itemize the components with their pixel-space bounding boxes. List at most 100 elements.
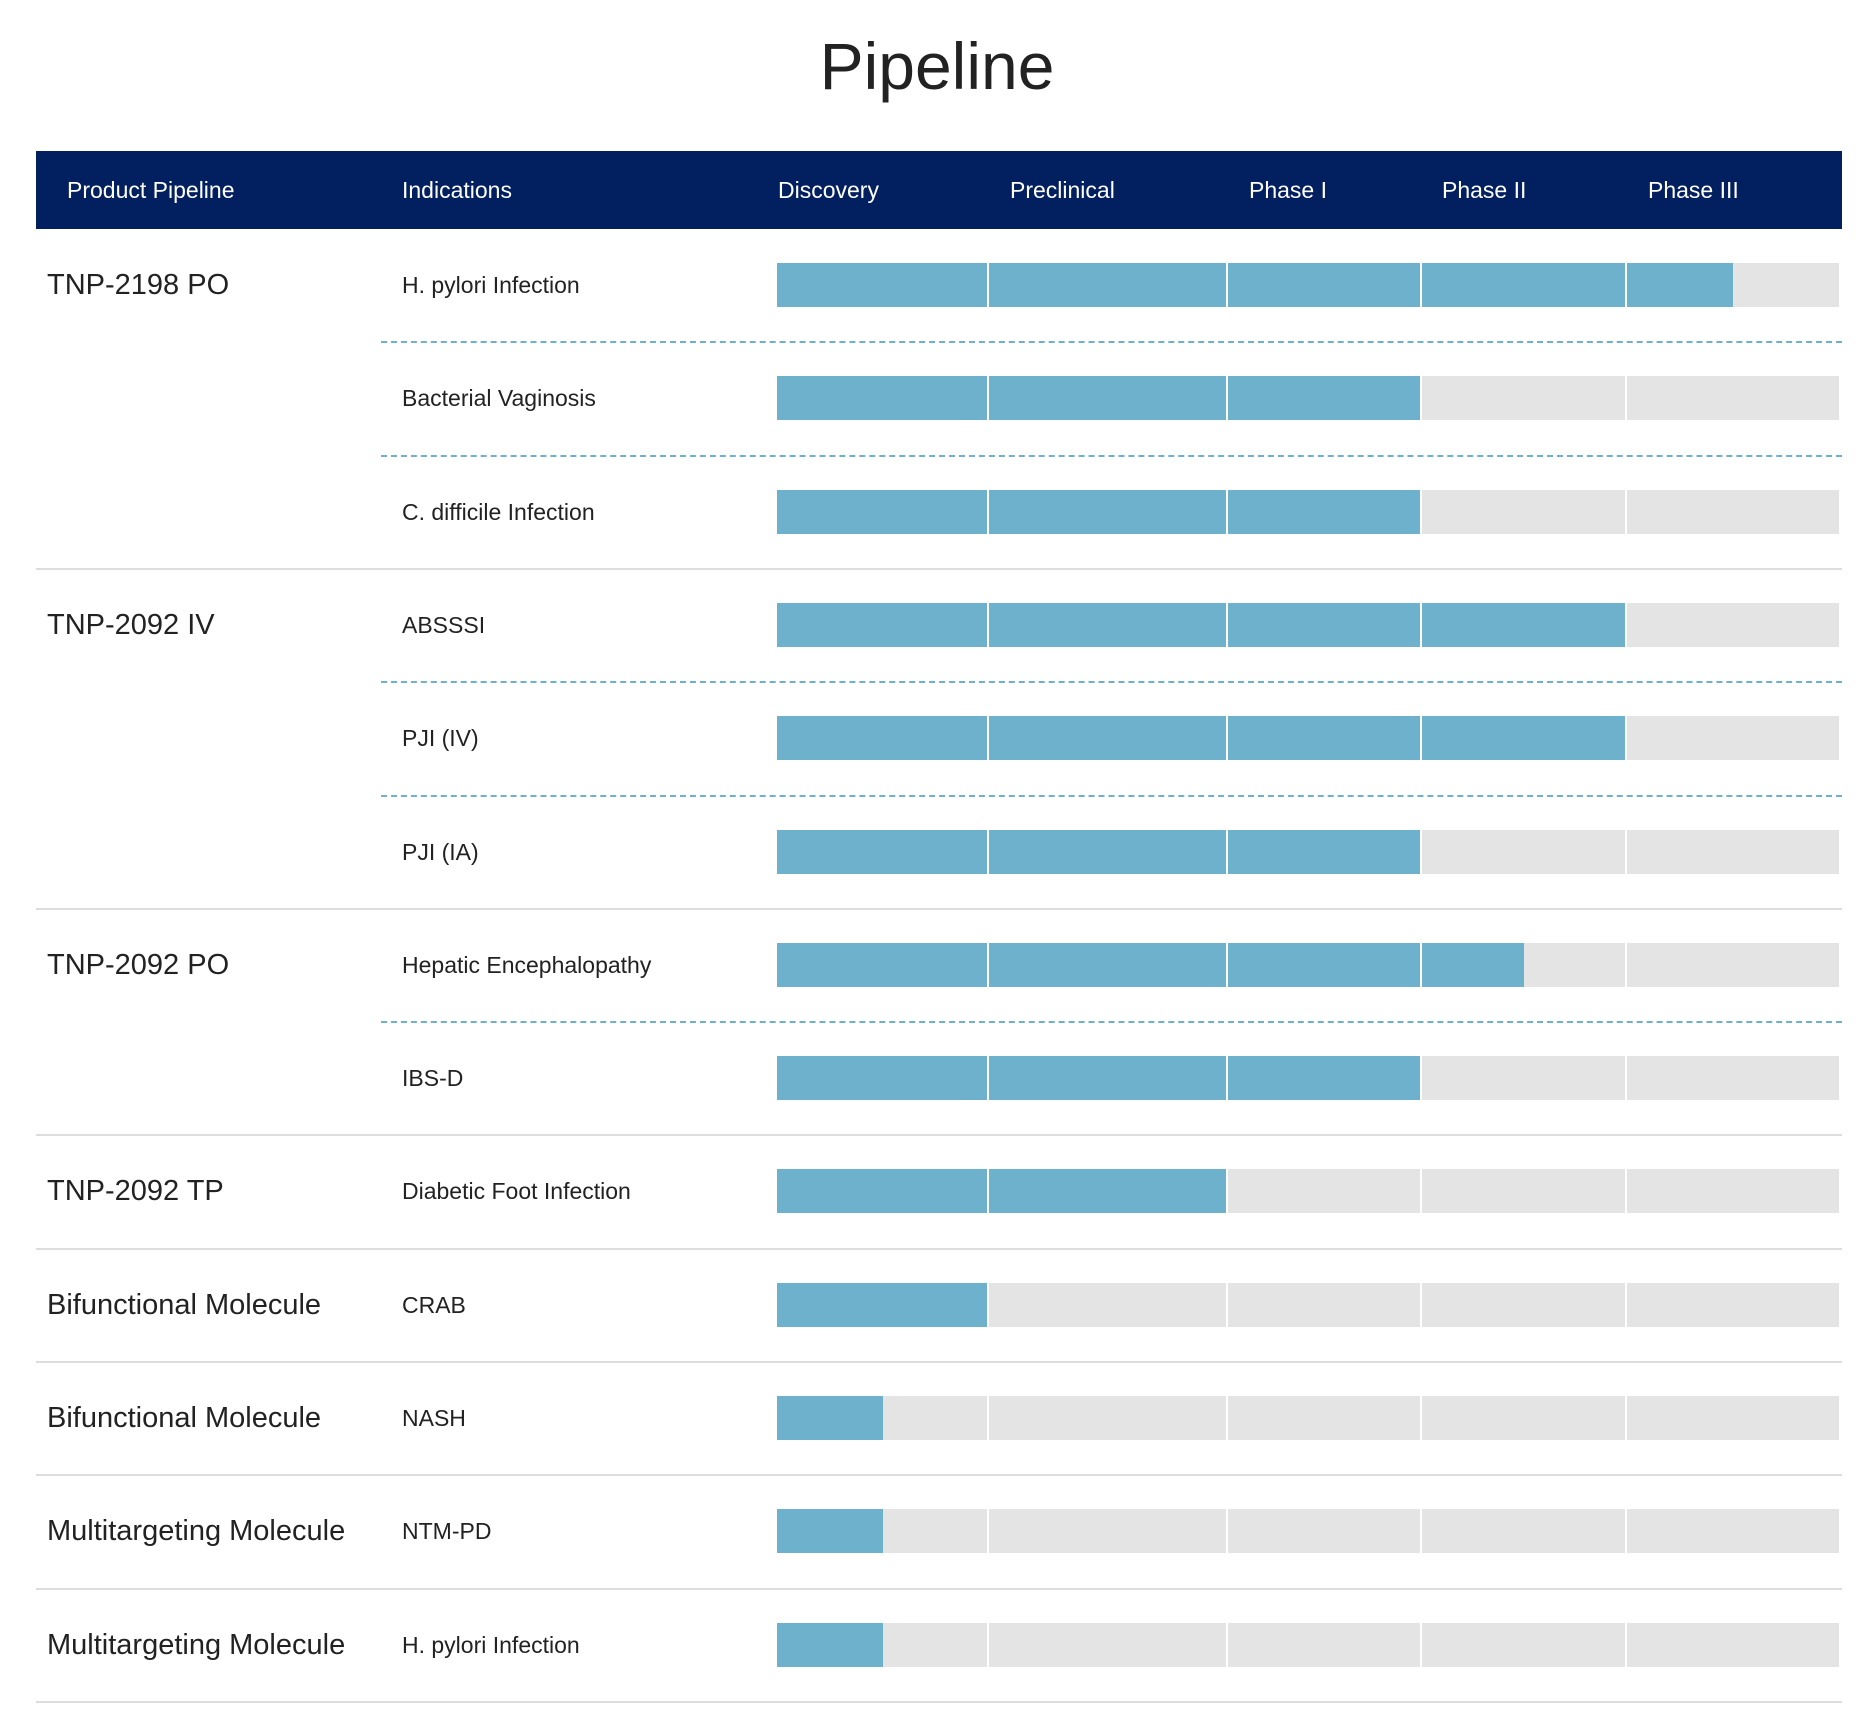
stage-divider (1625, 1622, 1627, 1667)
group-separator (36, 1700, 1842, 1703)
stage-divider (987, 1396, 989, 1440)
progress-bar (777, 376, 1421, 421)
progress-track (777, 829, 1839, 874)
stage-divider (1420, 263, 1422, 307)
stage-divider (1420, 489, 1422, 534)
stage-divider (1226, 829, 1228, 874)
header-stage-phase-1: Phase I (1249, 177, 1327, 203)
stage-divider (987, 1169, 989, 1214)
stage-divider (1625, 489, 1627, 534)
stage-divider (987, 829, 989, 874)
progress-bar (777, 829, 1421, 874)
progress-track (777, 263, 1839, 307)
stage-divider (1625, 1056, 1627, 1101)
product-name: Multitargeting Molecule (47, 1515, 346, 1548)
indication-label: IBS-D (402, 1065, 464, 1092)
stage-divider (1226, 489, 1228, 534)
stage-divider (987, 716, 989, 761)
indication-label: PJI (IV) (402, 725, 479, 752)
stage-divider (1420, 1509, 1422, 1554)
indication-label: NTM-PD (402, 1518, 492, 1545)
stage-divider (1625, 1396, 1627, 1440)
progress-bar (777, 1169, 1227, 1214)
stage-divider (1625, 1509, 1627, 1554)
product-name: TNP-2198 PO (47, 269, 230, 301)
stage-divider (1420, 829, 1422, 874)
stage-divider (1226, 376, 1228, 421)
header-stage-preclinical: Preclinical (1010, 177, 1115, 203)
stage-divider (1226, 942, 1228, 987)
progress-track (777, 489, 1839, 534)
table-header: Product Pipeline Indications Discovery P… (36, 151, 1842, 229)
stage-divider (1420, 602, 1422, 647)
stage-divider (987, 942, 989, 987)
stage-divider (1625, 376, 1627, 421)
indication-label: Diabetic Foot Infection (402, 1178, 631, 1205)
stage-divider (987, 376, 989, 421)
row-separator (381, 454, 1842, 457)
stage-divider (1420, 716, 1422, 761)
progress-bar (777, 1396, 883, 1440)
stage-divider (1420, 376, 1422, 421)
stage-divider (1625, 942, 1627, 987)
progress-track (777, 1622, 1839, 1667)
stage-divider (1420, 1169, 1422, 1214)
progress-bar (777, 716, 1626, 761)
stage-divider (1226, 602, 1228, 647)
group-separator (36, 1134, 1842, 1137)
indication-label: PJI (IA) (402, 838, 479, 865)
stage-divider (1226, 1396, 1228, 1440)
header-indications: Indications (402, 177, 512, 203)
progress-track (777, 1396, 1839, 1440)
stage-divider (1625, 263, 1627, 307)
stage-divider (1625, 829, 1627, 874)
stage-divider (1226, 1282, 1228, 1327)
stage-divider (987, 602, 989, 647)
stage-divider (987, 1056, 989, 1101)
product-name: Multitargeting Molecule (47, 1628, 346, 1661)
stage-divider (1420, 1622, 1422, 1667)
chart-title: Pipeline (819, 29, 1055, 103)
progress-track (777, 1169, 1839, 1214)
product-name: Bifunctional Molecule (47, 1402, 322, 1434)
stage-divider (1226, 1622, 1228, 1667)
group-separator (36, 1587, 1842, 1590)
product-name: TNP-2092 IV (47, 608, 215, 641)
progress-bar (777, 942, 1524, 987)
progress-track (777, 1509, 1839, 1554)
stage-divider (1420, 942, 1422, 987)
progress-bar (777, 489, 1421, 534)
stage-divider (987, 489, 989, 534)
progress-track (777, 942, 1839, 987)
group-separator (36, 567, 1842, 570)
stage-divider (987, 1282, 989, 1327)
header-product-pipeline: Product Pipeline (67, 177, 235, 203)
stage-divider (1420, 1056, 1422, 1101)
indication-label: Hepatic Encephalopathy (402, 951, 652, 978)
progress-bar (777, 1282, 988, 1327)
stage-divider (1226, 1169, 1228, 1214)
stage-divider (1226, 716, 1228, 761)
progress-track (777, 1282, 1839, 1327)
progress-track (777, 602, 1839, 647)
indication-label: C. difficile Infection (402, 498, 595, 525)
progress-bar (777, 1509, 883, 1554)
progress-bar (777, 1622, 883, 1667)
row-separator (381, 681, 1842, 684)
indication-label: NASH (402, 1405, 466, 1431)
indication-label: CRAB (402, 1291, 466, 1318)
product-name: TNP-2092 PO (47, 948, 230, 981)
indication-label: H. pylori Infection (402, 272, 580, 298)
indication-label: Bacterial Vaginosis (402, 385, 596, 412)
progress-track (777, 1056, 1839, 1101)
stage-divider (1226, 1509, 1228, 1554)
group-separator (36, 1361, 1842, 1363)
product-name: TNP-2092 TP (47, 1175, 224, 1208)
product-name: Bifunctional Molecule (47, 1288, 322, 1321)
stage-divider (1420, 1282, 1422, 1327)
header-stage-phase-2: Phase II (1442, 177, 1527, 203)
stage-divider (1625, 602, 1627, 647)
stage-divider (1625, 1282, 1627, 1327)
stage-divider (987, 1622, 989, 1667)
progress-track (777, 376, 1839, 421)
